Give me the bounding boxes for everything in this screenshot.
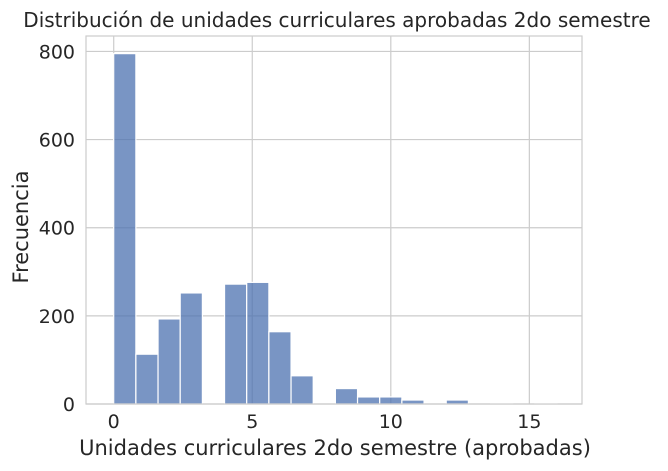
y-axis-label: Frecuencia bbox=[9, 171, 33, 284]
y-tick-label: 0 bbox=[63, 394, 75, 416]
histogram-bar bbox=[268, 331, 292, 405]
histogram-bar bbox=[356, 396, 381, 405]
histogram-bars bbox=[113, 53, 558, 405]
x-tick-label: 10 bbox=[379, 411, 403, 433]
x-tick-label: 5 bbox=[246, 411, 258, 433]
histogram-bar bbox=[135, 353, 159, 405]
chart-title: Distribución de unidades curriculares ap… bbox=[23, 8, 650, 32]
x-tick-label: 15 bbox=[517, 411, 541, 433]
x-axis-label: Unidades curriculares 2do semestre (apro… bbox=[79, 436, 591, 460]
x-tick-labels: 0 5 10 15 bbox=[108, 411, 542, 433]
y-tick-label: 600 bbox=[39, 130, 75, 152]
histogram-bar bbox=[379, 396, 403, 405]
histogram-bar bbox=[334, 387, 359, 405]
x-tick-label: 0 bbox=[108, 411, 120, 433]
histogram-bar bbox=[290, 375, 314, 405]
plot-frame bbox=[85, 35, 583, 405]
histogram-bar bbox=[157, 318, 181, 405]
histogram-bar bbox=[179, 292, 203, 405]
y-tick-label: 200 bbox=[39, 306, 75, 328]
histogram-bar bbox=[113, 53, 137, 405]
histogram-bar bbox=[223, 283, 248, 405]
y-tick-label: 800 bbox=[39, 41, 75, 63]
y-tick-label: 400 bbox=[39, 218, 75, 240]
y-tick-labels: 0 200 400 600 800 bbox=[39, 41, 75, 416]
histogram-bar bbox=[246, 281, 270, 405]
